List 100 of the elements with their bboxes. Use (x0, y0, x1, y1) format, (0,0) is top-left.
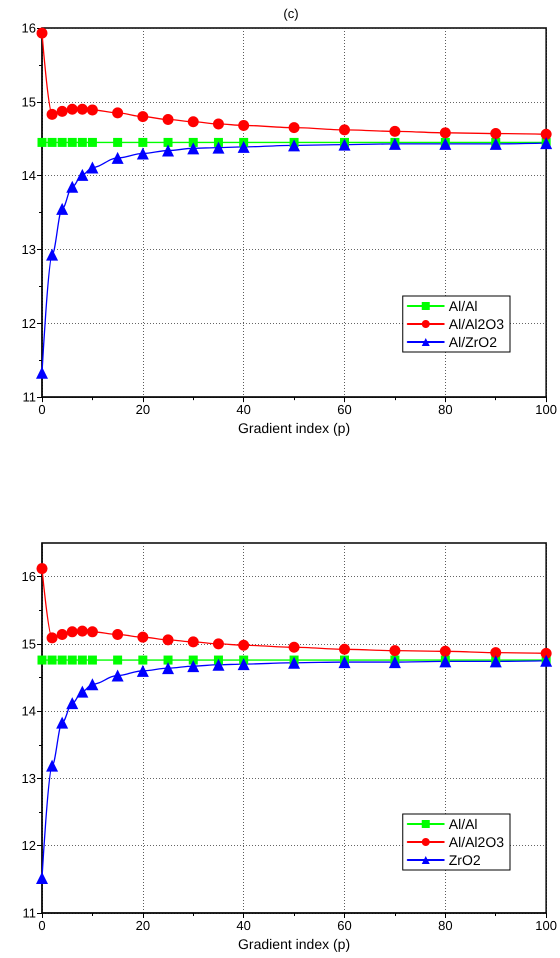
point (68, 656, 77, 665)
point (138, 656, 148, 665)
point (86, 162, 98, 174)
point (540, 128, 552, 140)
point (288, 656, 300, 669)
point (440, 127, 451, 138)
point (162, 634, 174, 646)
point (162, 144, 174, 157)
point (490, 647, 502, 658)
point (78, 656, 87, 665)
point (112, 628, 124, 640)
point (238, 658, 250, 670)
point (86, 626, 98, 638)
point (540, 137, 552, 150)
point (66, 626, 78, 638)
point (288, 122, 300, 134)
x-tick-label: 60 (337, 918, 352, 933)
point (48, 138, 57, 147)
x-tick-label: 20 (136, 402, 150, 418)
point (389, 645, 400, 656)
x-tick-label: 0 (38, 402, 46, 418)
y-tick-label: 16 (22, 20, 36, 36)
point (46, 760, 58, 772)
legend-label: Al/Al (448, 816, 478, 832)
point (38, 656, 46, 665)
point (36, 563, 48, 574)
point (76, 104, 88, 115)
point (439, 138, 452, 150)
y-tick-label: 11 (22, 390, 36, 405)
point (187, 660, 200, 672)
point (58, 138, 67, 147)
x-tick-label: 80 (438, 918, 453, 933)
point (164, 656, 173, 665)
point (113, 656, 122, 665)
y-tick-label: 14 (22, 704, 36, 719)
legend-label: Al/ZrO2 (448, 334, 498, 350)
point (136, 147, 149, 160)
x-tick-label: 60 (337, 402, 352, 418)
point (112, 152, 124, 164)
point (187, 142, 200, 154)
x-axis-title: Gradient index (p) (238, 420, 350, 436)
point (238, 140, 250, 153)
y-tick-label: 15 (22, 94, 36, 110)
x-tick-label: 20 (136, 918, 150, 933)
point (238, 120, 250, 131)
point (78, 138, 87, 147)
point (88, 138, 97, 147)
x-tick-label: 100 (535, 918, 558, 933)
point (137, 632, 148, 643)
point (113, 138, 122, 147)
legend-label: ZrO2 (448, 852, 481, 868)
point (86, 678, 98, 690)
point (66, 180, 78, 193)
legend-label: Al/Al2O3 (448, 316, 504, 332)
point (46, 248, 58, 261)
point (490, 655, 502, 668)
y-tick-label: 12 (22, 316, 36, 331)
legend-label: Al/Al2O3 (448, 834, 504, 850)
y-tick-label: 11 (22, 906, 36, 920)
point (164, 138, 173, 147)
point (138, 138, 148, 147)
point (86, 104, 98, 116)
point (212, 638, 224, 650)
x-tick-label: 80 (438, 402, 453, 418)
point (56, 716, 68, 729)
point (66, 697, 78, 710)
point (339, 644, 350, 655)
point (76, 168, 88, 181)
point (212, 142, 224, 154)
x-axis-title: Gradient index (p) (238, 936, 350, 952)
point (212, 658, 224, 671)
point (338, 138, 350, 151)
point (46, 632, 58, 644)
point (490, 138, 502, 150)
point (137, 111, 148, 122)
y-tick-label: 13 (22, 242, 36, 257)
point (88, 656, 97, 665)
point (136, 664, 149, 677)
point (162, 662, 174, 674)
point (56, 628, 68, 640)
point (58, 656, 67, 665)
x-tick-label: 40 (236, 918, 251, 933)
point (112, 107, 124, 118)
y-tick-label: 14 (22, 168, 36, 184)
point (38, 138, 46, 147)
point (188, 116, 199, 128)
point (46, 108, 58, 120)
point (56, 202, 68, 215)
legend-label: Al/Al (448, 298, 478, 314)
y-tick-label: 16 (22, 569, 36, 584)
y-tick-label: 13 (22, 770, 36, 786)
point (36, 366, 48, 379)
point (112, 670, 124, 682)
chart-title: (c) (283, 6, 299, 21)
x-tick-label: 40 (236, 402, 251, 418)
point (490, 128, 502, 140)
point (288, 642, 300, 653)
point (238, 640, 250, 651)
point (36, 872, 48, 884)
point (440, 646, 451, 657)
